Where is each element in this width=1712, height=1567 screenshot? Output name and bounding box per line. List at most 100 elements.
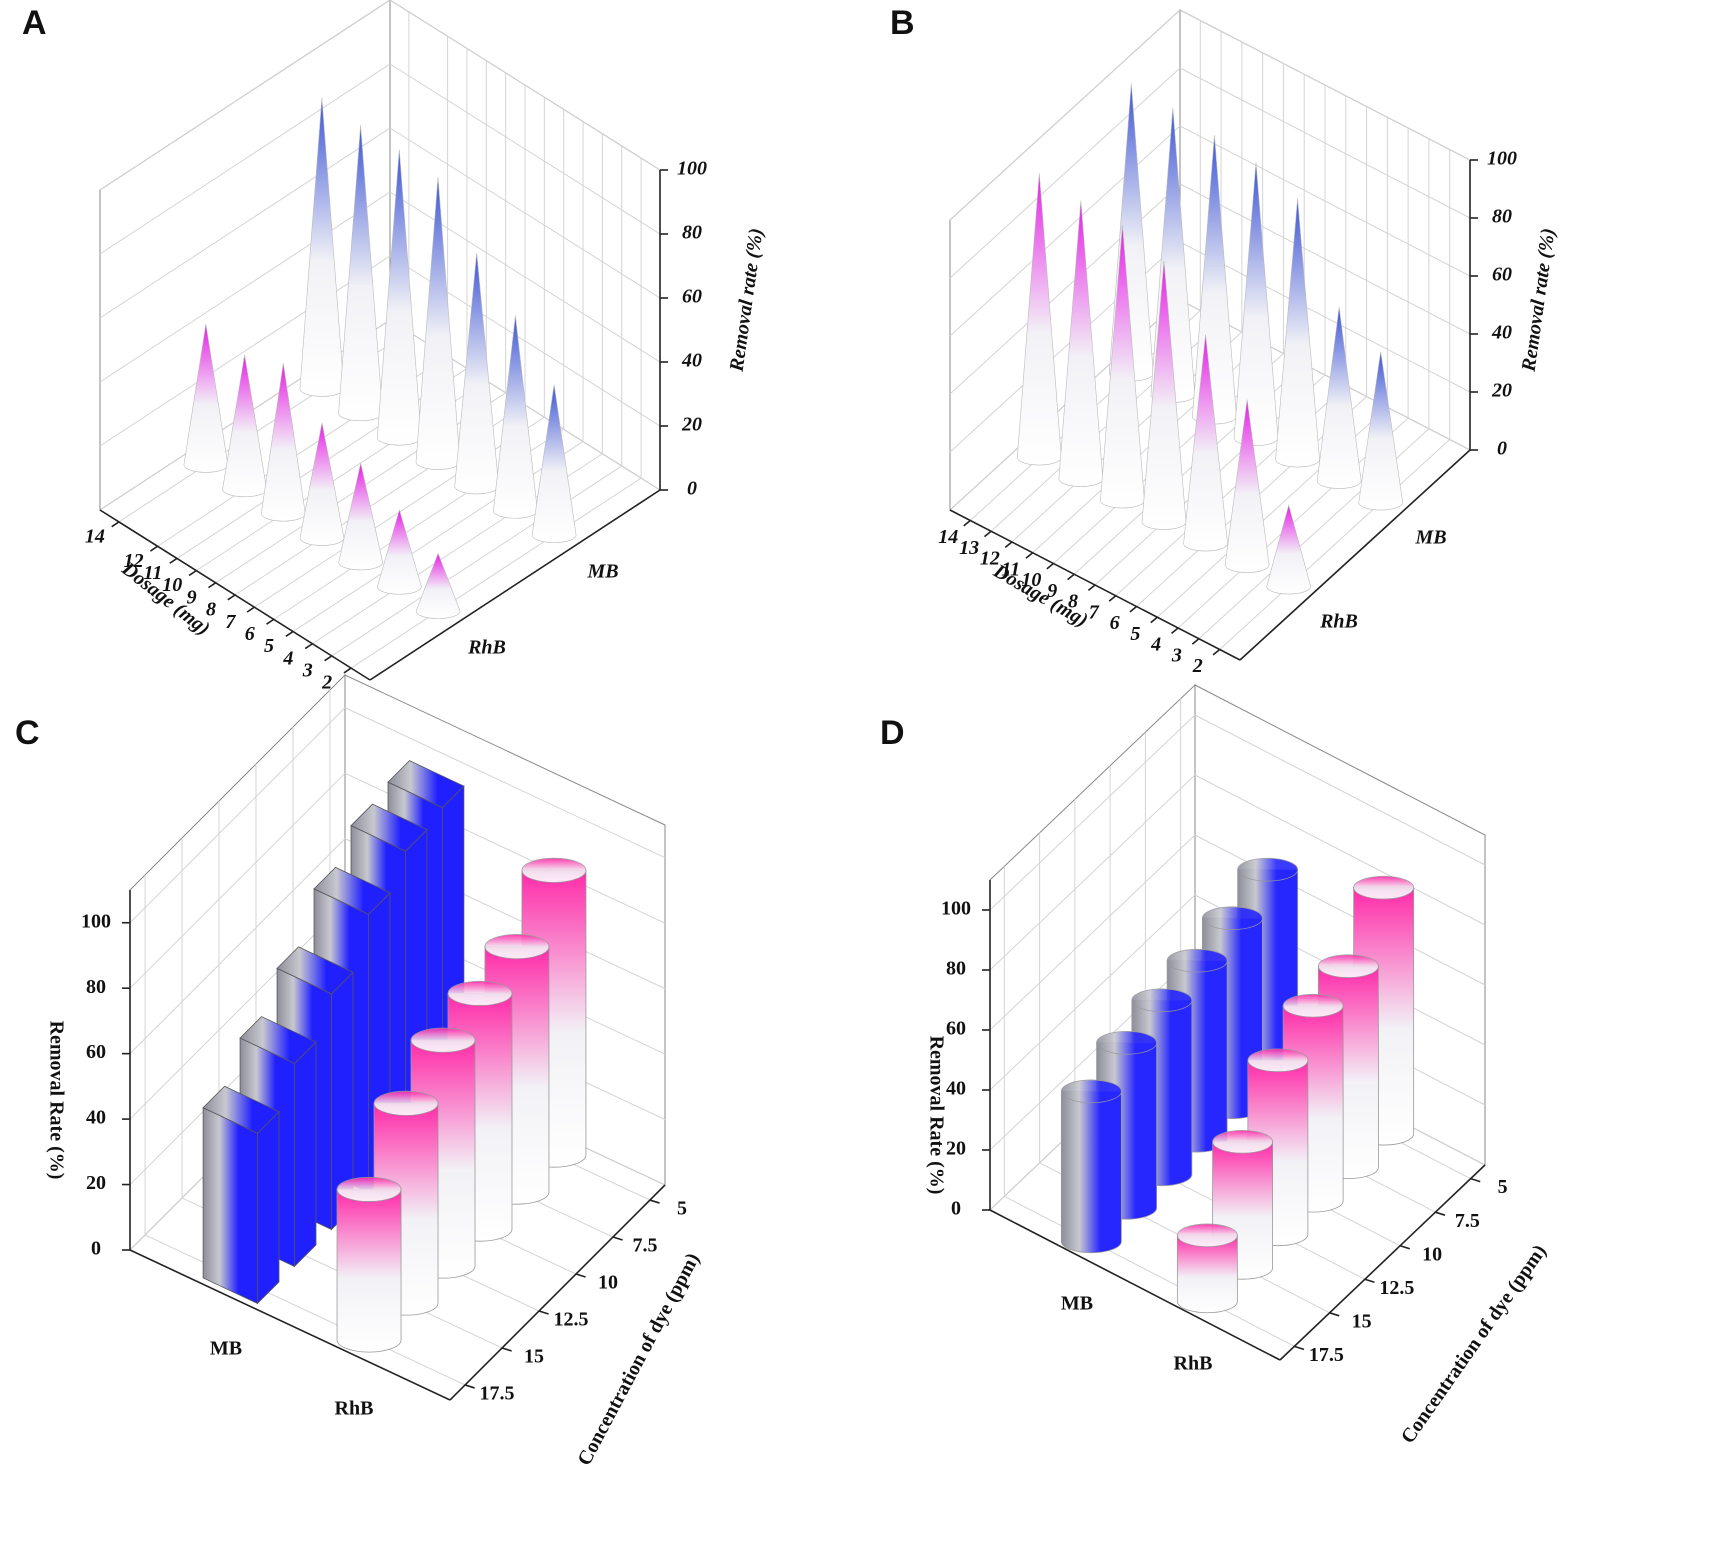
x-tick xyxy=(1171,627,1179,635)
cone xyxy=(1016,173,1062,466)
x-tick-label: 2 xyxy=(321,672,332,694)
cylinder-top xyxy=(1282,993,1344,1018)
grid-line xyxy=(292,441,584,632)
cylinder-top xyxy=(1317,954,1379,978)
x-tick-label: 12.5 xyxy=(554,1309,589,1331)
series-label: MB xyxy=(1414,527,1446,549)
x-tick-label: 6 xyxy=(1110,612,1120,634)
x-tick xyxy=(983,530,992,538)
panel-label: D xyxy=(880,714,905,752)
x-tick-label: 4 xyxy=(1150,634,1161,656)
grid-line xyxy=(99,63,391,255)
cylinder-top xyxy=(1176,1223,1238,1248)
x-axis xyxy=(99,509,371,681)
grid-line xyxy=(949,9,1181,221)
y-axis-title: Removal rate (%) xyxy=(1518,227,1560,374)
box-top xyxy=(239,1016,317,1065)
grid-line xyxy=(949,125,1181,337)
panel: 0 20 40 60 80 100 5 7.5 10 12.5 15 17.5 MB RhB Concent… xyxy=(880,683,1551,1448)
x-tick xyxy=(1191,638,1200,645)
x-tick-label: 6 xyxy=(245,623,255,645)
x-tick-label: 17.5 xyxy=(1309,1344,1344,1366)
cylinder-top xyxy=(1353,875,1415,900)
grid-line xyxy=(344,707,666,859)
cone xyxy=(415,177,461,470)
grid-line xyxy=(331,465,623,657)
x-tick-label: 7.5 xyxy=(1455,1210,1480,1232)
x-tick-label: 7 xyxy=(1089,601,1100,623)
x-tick-label: 5 xyxy=(1130,623,1140,645)
x-tick-label: 10 xyxy=(1021,569,1041,591)
x-tick xyxy=(149,545,159,552)
x-tick xyxy=(501,1347,512,1352)
cylinder-top xyxy=(447,980,513,1006)
cone xyxy=(376,149,422,446)
grid-line xyxy=(129,707,346,924)
cylinder-top xyxy=(373,1090,439,1116)
x-tick xyxy=(464,1384,475,1389)
cylinder-top xyxy=(484,934,550,960)
y-axis-title: Removal rate (%) xyxy=(726,227,768,374)
y-tick-label: 100 xyxy=(941,898,971,920)
series-label: RhB xyxy=(467,637,506,659)
y-tick-label: 60 xyxy=(1492,264,1512,286)
y-tick-label: 80 xyxy=(1492,206,1512,228)
cone xyxy=(1358,351,1404,511)
x-tick-label: 7 xyxy=(225,611,236,633)
x-tick-label: 5 xyxy=(1498,1176,1508,1198)
box-side xyxy=(294,1041,317,1268)
cylinder xyxy=(336,1176,402,1353)
x-tick xyxy=(1067,573,1075,581)
series-label: RhB xyxy=(1174,1353,1213,1375)
x-tick-label: 17.5 xyxy=(480,1383,515,1405)
cylinder xyxy=(1060,1079,1122,1254)
y-tick-label: 20 xyxy=(1491,380,1512,402)
x-tick xyxy=(1004,541,1013,549)
grid-line xyxy=(144,1234,466,1386)
box-side xyxy=(257,1110,280,1305)
x-tick xyxy=(227,594,236,601)
x-tick xyxy=(538,1310,549,1315)
x-tick xyxy=(188,569,197,577)
cone xyxy=(299,422,345,546)
y-tick-label: 0 xyxy=(687,478,697,500)
panel: 020406080100234567891011121314RhBMBDosag… xyxy=(890,4,1560,677)
x-tick xyxy=(1329,1312,1340,1317)
series-label: MB xyxy=(1061,1293,1093,1315)
y-tick-label: 100 xyxy=(677,158,707,180)
x-tick xyxy=(1129,605,1138,613)
x-tick-label: 15 xyxy=(524,1346,544,1368)
x-tick-label: 10 xyxy=(598,1272,618,1294)
y-axis-title: Removal Rate (%) xyxy=(45,1021,67,1180)
grid-line xyxy=(1194,834,1486,986)
cylinder-top xyxy=(1131,988,1193,1013)
y-tick-label: 80 xyxy=(86,976,106,998)
cone xyxy=(454,252,500,495)
cylinder-body xyxy=(1176,1234,1238,1314)
cone xyxy=(377,508,422,595)
grid-line xyxy=(99,191,391,383)
grid-line xyxy=(1219,439,1451,650)
cone xyxy=(338,125,383,422)
x-tick xyxy=(1046,562,1054,570)
y-tick-label: 20 xyxy=(681,414,702,436)
x-tick-label: 8 xyxy=(1068,591,1078,613)
x-tick xyxy=(575,1273,586,1278)
y-tick-label: 80 xyxy=(682,222,702,244)
x-axis xyxy=(1279,1164,1486,1361)
box xyxy=(202,1085,280,1305)
grid-line xyxy=(949,67,1181,279)
x-tick-label: 10 xyxy=(1422,1243,1442,1265)
x-tick-label: 2 xyxy=(1192,655,1203,677)
x-tick-label: 12.5 xyxy=(1379,1277,1414,1299)
x-tick-label: 5 xyxy=(264,635,274,657)
panel: 0 20 40 60 80 100 5 7.5 10 12.5 15 17.5 MB RhB Concent… xyxy=(15,673,704,1469)
x-tick-label: 13 xyxy=(959,537,979,559)
y-tick-label: 60 xyxy=(86,1041,106,1063)
y-tick-label: 60 xyxy=(682,286,702,308)
cylinder-top xyxy=(410,1027,476,1053)
series-label: RhB xyxy=(1319,611,1358,633)
x-tick-label: 4 xyxy=(282,647,293,669)
series-axis xyxy=(989,1209,1281,1361)
